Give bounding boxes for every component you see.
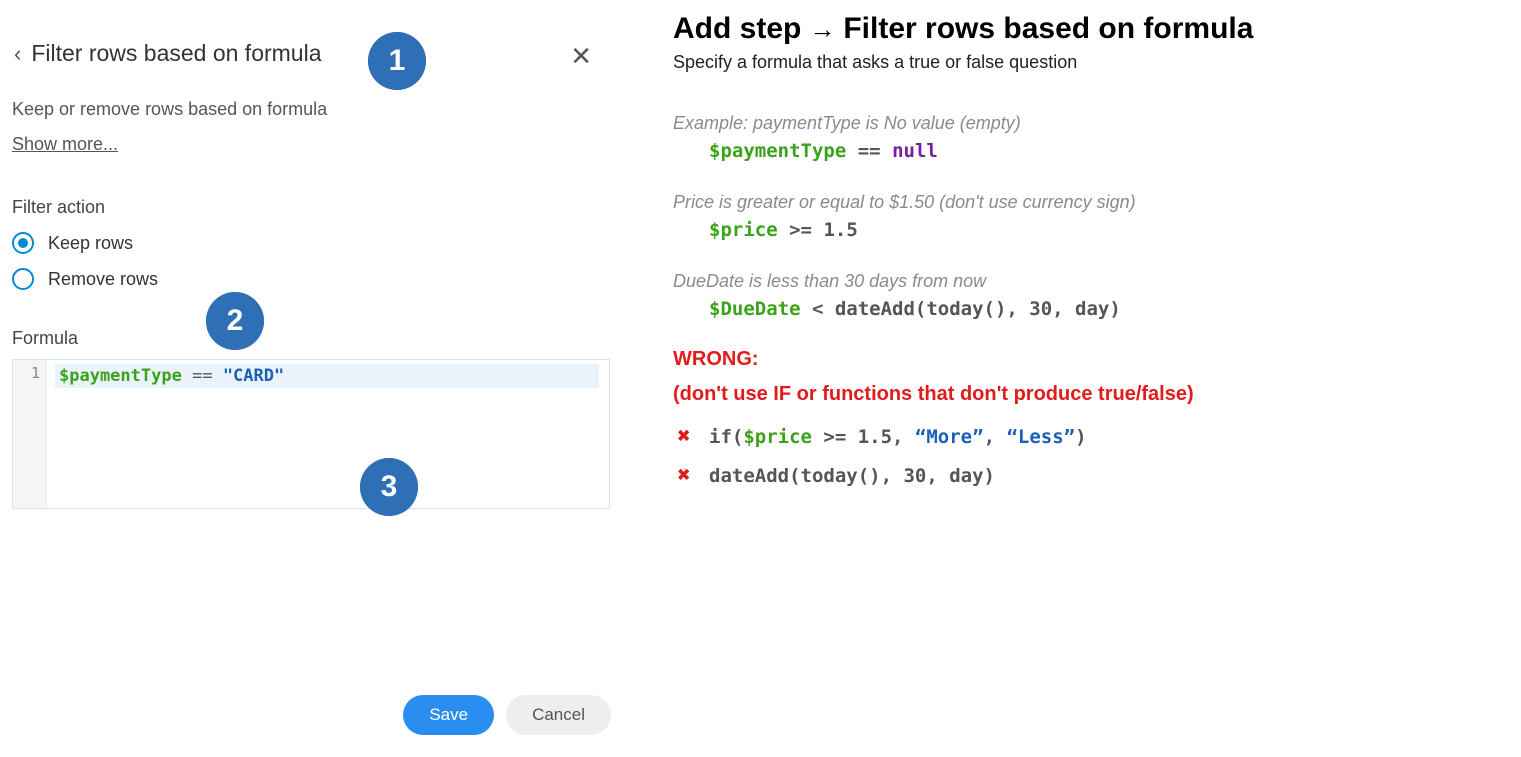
callout-badge-2: 2 — [206, 292, 264, 350]
token-operator: == — [858, 140, 881, 162]
line-number: 1 — [13, 364, 40, 382]
token-string: "CARD" — [223, 366, 284, 386]
callout-badge-1: 1 — [368, 32, 426, 90]
token-operator: == — [192, 366, 212, 386]
wrong-heading: WRONG: — [673, 348, 1481, 371]
example-code: $DueDate < dateAdd(today(), 30, day) — [709, 298, 1481, 320]
token-operator: >= — [789, 219, 812, 241]
token-plain: , — [984, 426, 1007, 448]
radio-remove-rows[interactable]: Remove rows — [12, 268, 610, 290]
example-caption: Price is greater or equal to $1.50 (don'… — [673, 192, 1481, 213]
example-code: $paymentType == null — [709, 140, 1481, 162]
filter-action-label: Filter action — [12, 197, 610, 218]
heading-left: Add step — [673, 12, 801, 46]
token-string: “More” — [915, 426, 984, 448]
x-icon: ✖ — [673, 424, 695, 449]
wrong-example: ✖ dateAdd(today(), 30, day) — [673, 463, 1481, 488]
editor-gutter: 1 — [13, 360, 47, 508]
example-code: $price >= 1.5 — [709, 219, 1481, 241]
arrow-right-icon: → — [809, 14, 835, 45]
heading-right: Filter rows based on formula — [843, 12, 1253, 46]
back-icon[interactable]: ‹ — [12, 43, 31, 65]
x-icon: ✖ — [673, 463, 695, 488]
radio-icon — [12, 268, 34, 290]
wrong-example: ✖ if($price >= 1.5, “More”, “Less”) — [673, 424, 1481, 449]
save-button[interactable]: Save — [403, 695, 494, 735]
radio-keep-rows[interactable]: Keep rows — [12, 232, 610, 254]
doc-heading: Add step → Filter rows based on formula — [673, 12, 1481, 46]
cancel-button[interactable]: Cancel — [506, 695, 611, 735]
panel-description: Keep or remove rows based on formula — [12, 99, 610, 120]
formula-editor[interactable]: 1 $paymentType == "CARD" — [12, 359, 610, 509]
wrong-subheading: (don't use IF or functions that don't pr… — [673, 383, 1481, 406]
callout-badge-3: 3 — [360, 458, 418, 516]
token-keyword: null — [892, 140, 938, 162]
doc-subheading: Specify a formula that asks a true or fa… — [673, 52, 1481, 73]
example-caption: DueDate is less than 30 days from now — [673, 271, 1481, 292]
close-icon[interactable]: ✕ — [570, 43, 592, 69]
token-variable: $paymentType — [709, 140, 846, 162]
show-more-link[interactable]: Show more... — [12, 134, 118, 155]
editor-content[interactable]: $paymentType == "CARD" — [47, 360, 609, 508]
token-variable: $paymentType — [59, 366, 182, 386]
token-rest: < dateAdd(today(), 30, day) — [801, 298, 1121, 320]
token-plain: if( — [709, 426, 743, 448]
formula-label: Formula — [12, 328, 610, 349]
radio-label: Remove rows — [48, 269, 158, 290]
token-plain: ) — [1075, 426, 1086, 448]
token-plain: dateAdd(today(), 30, day) — [709, 465, 995, 487]
token-number: 1.5 — [823, 219, 857, 241]
token-string: “Less” — [1006, 426, 1075, 448]
token-variable: $DueDate — [709, 298, 801, 320]
radio-icon — [12, 232, 34, 254]
token-variable: $price — [743, 426, 812, 448]
radio-label: Keep rows — [48, 233, 133, 254]
example-caption: Example: paymentType is No value (empty) — [673, 113, 1481, 134]
token-variable: $price — [709, 219, 778, 241]
panel-title: Filter rows based on formula — [31, 40, 321, 67]
token-plain: >= 1.5, — [812, 426, 915, 448]
